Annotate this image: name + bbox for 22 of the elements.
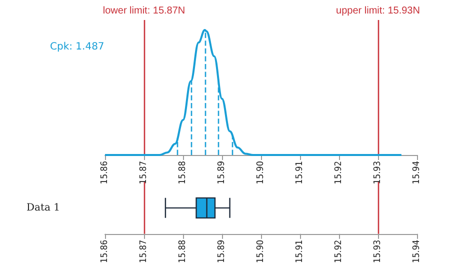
x-tick-label: 15.91	[295, 161, 305, 184]
x-tick-label: 15.86	[100, 161, 110, 184]
x-tick-label: 15.88	[178, 240, 188, 264]
x-tick-label: 15.89	[217, 240, 227, 264]
y-tick-label: Data 1	[26, 202, 60, 214]
x-tick-label: 15.90	[256, 161, 266, 184]
x-tick-label: 15.91	[295, 240, 305, 264]
x-tick-label: 15.93	[373, 161, 383, 184]
ref-line-label: lower limit: 15.87N	[102, 6, 186, 16]
x-tick-label: 15.86	[100, 240, 110, 264]
x-tick-label: 15.87	[139, 240, 149, 264]
x-tick-label: 15.94	[412, 240, 422, 264]
x-tick-label: 15.92	[334, 161, 344, 184]
x-tick-label: 15.93	[373, 240, 383, 264]
x-tick-label: 15.92	[334, 240, 344, 264]
x-tick-label: 15.90	[256, 240, 266, 264]
x-tick-label: 15.87	[139, 161, 149, 184]
x-tick-label: 15.94	[412, 161, 422, 184]
text: Cpk: 1.487	[50, 42, 104, 52]
ref-line-label: upper limit: 15.93N	[336, 6, 420, 16]
x-tick-label: 15.89	[217, 161, 227, 184]
x-tick-label: 15.88	[178, 161, 188, 184]
